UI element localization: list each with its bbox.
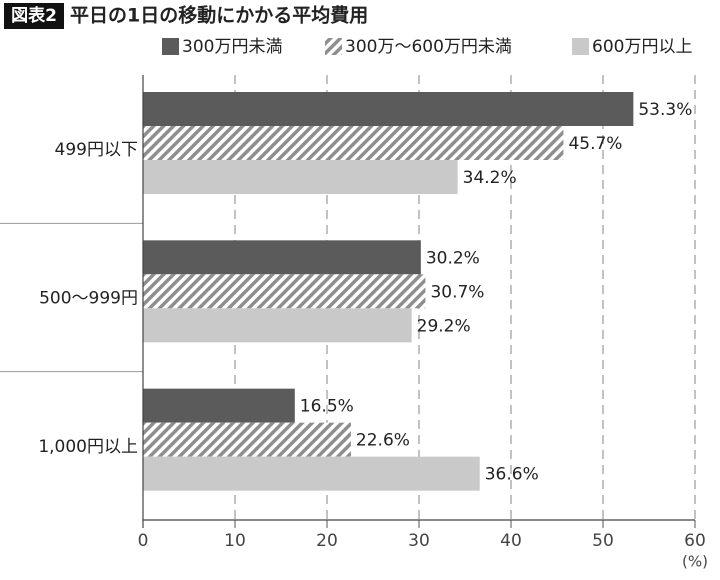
bar <box>143 422 351 457</box>
bar <box>143 274 426 309</box>
legend-swatch <box>325 38 342 55</box>
value-label: 53.3% <box>638 100 692 120</box>
bar <box>143 456 480 491</box>
y-tick-label: 1,000円以上 <box>38 437 138 457</box>
legend-label: 300万円未満 <box>182 37 282 57</box>
value-label: 22.6% <box>356 431 410 451</box>
x-tick-label: 60 <box>684 531 706 551</box>
y-tick-label: 500〜999円 <box>39 289 138 309</box>
chart-label: 図表2 <box>11 5 57 26</box>
x-tick-label: 50 <box>592 531 614 551</box>
x-tick-label: 30 <box>408 531 430 551</box>
y-tick-label: 499円以下 <box>55 140 138 160</box>
value-label: 36.6% <box>485 465 539 485</box>
value-label: 34.2% <box>463 168 517 188</box>
bar <box>143 126 564 160</box>
bar <box>143 388 295 423</box>
bar <box>143 308 412 343</box>
chart-title: 平日の1日の移動にかかる平均費用 <box>70 4 368 27</box>
bar <box>143 240 421 275</box>
value-label: 30.2% <box>426 248 480 268</box>
label-box <box>4 3 64 29</box>
x-tick-label: 20 <box>316 531 338 551</box>
value-label: 16.5% <box>300 397 354 417</box>
legend-label: 300万〜600万円未満 <box>345 37 512 57</box>
bar <box>143 92 634 126</box>
x-tick-label: 10 <box>224 531 246 551</box>
legend-label: 600万円以上 <box>592 37 692 57</box>
value-label: 30.7% <box>430 282 484 302</box>
legend-swatch <box>162 38 179 55</box>
x-tick-label: 0 <box>138 531 149 551</box>
x-axis-label: (%) <box>682 553 708 571</box>
value-label: 45.7% <box>568 134 622 154</box>
x-tick-label: 40 <box>500 531 522 551</box>
legend-swatch <box>572 38 589 55</box>
value-label: 29.2% <box>417 316 471 336</box>
bar <box>143 160 458 194</box>
